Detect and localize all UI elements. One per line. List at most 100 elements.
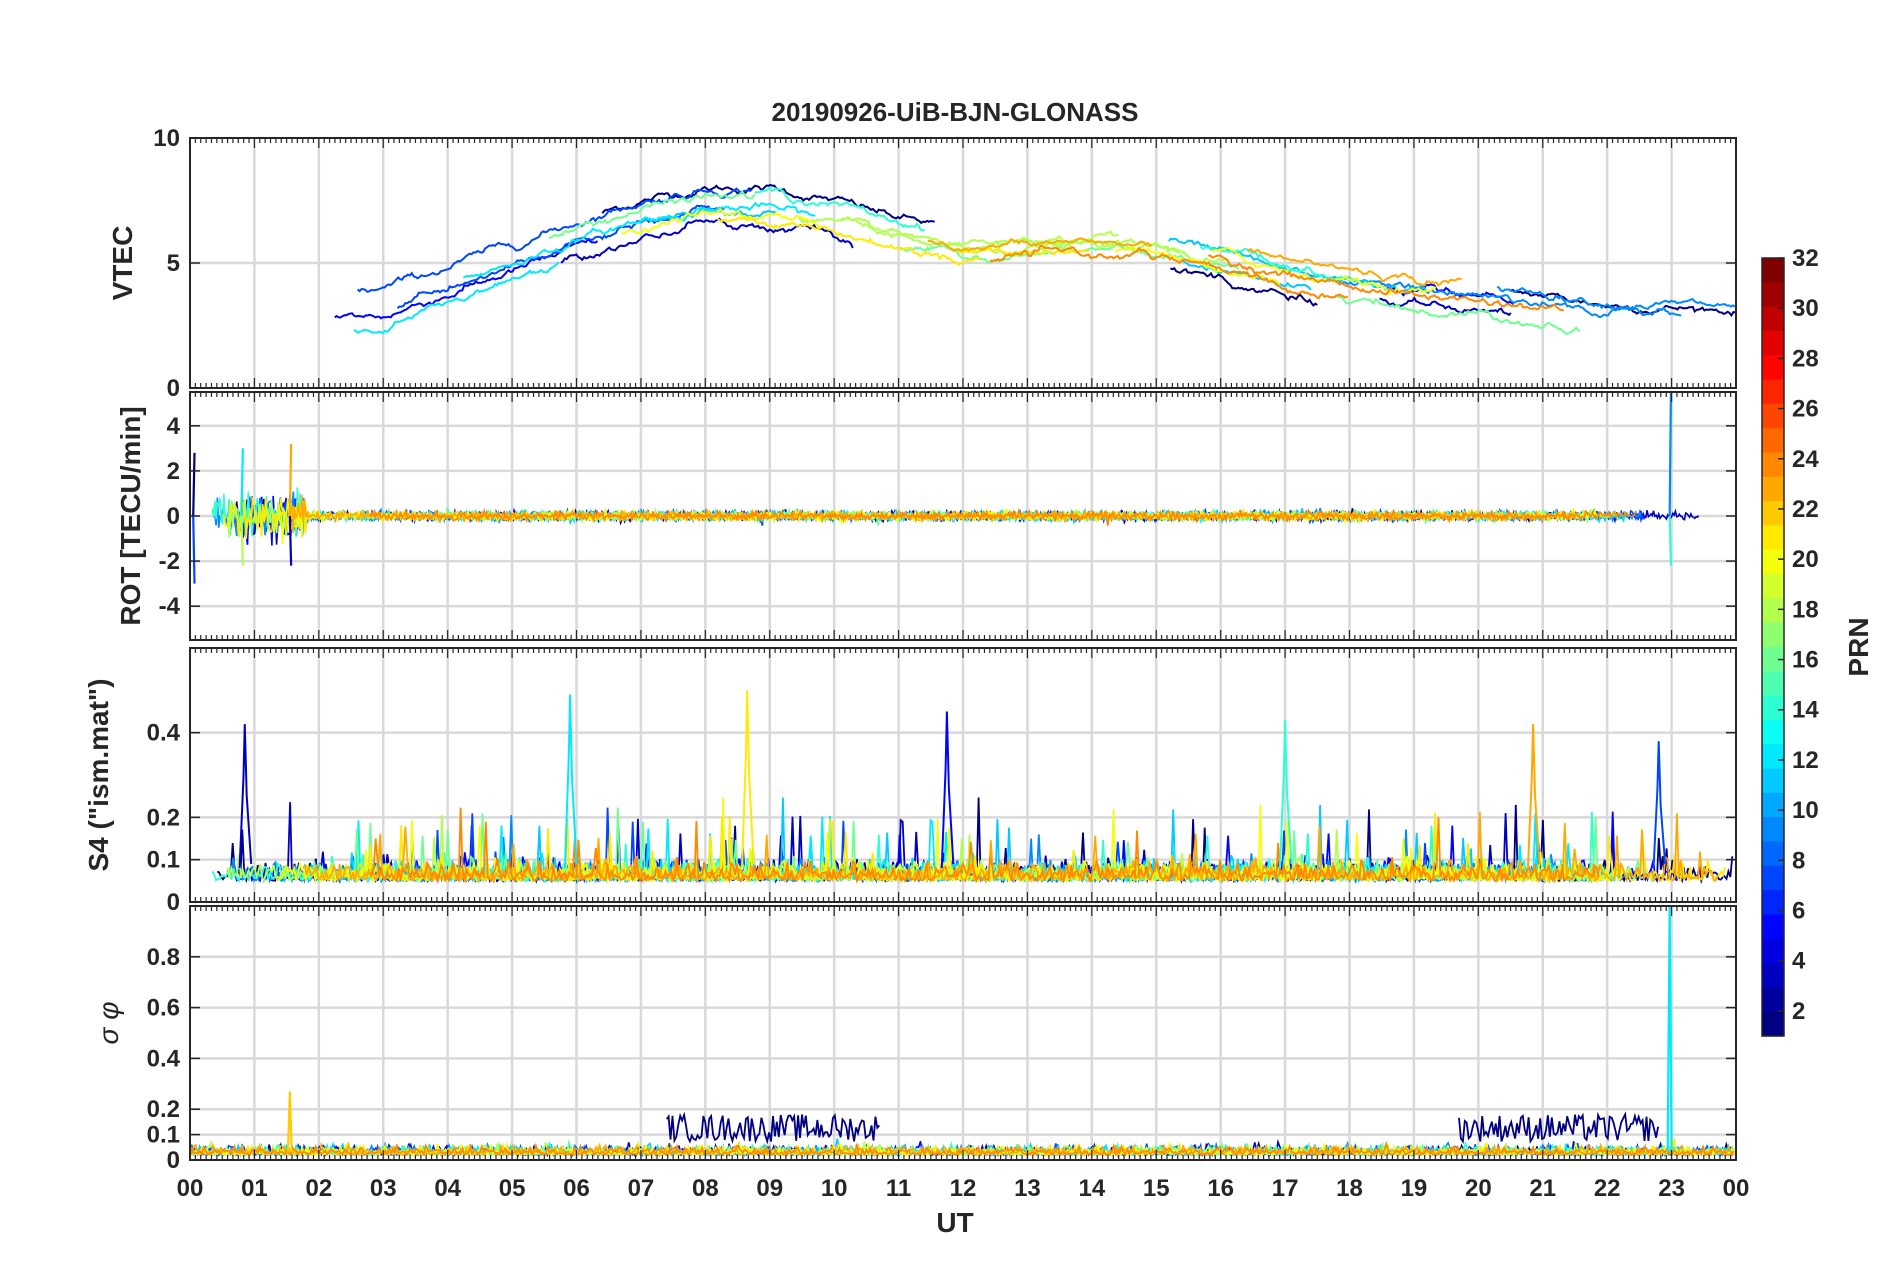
rot-peak-spike [240, 515, 244, 566]
sigma-peak-spike [1666, 906, 1673, 1153]
rot-peak-spike [240, 448, 244, 517]
colorbar-label: PRN [1843, 617, 1874, 676]
colorbar-segment [1762, 865, 1784, 891]
colorbar-segment [1762, 647, 1784, 672]
colorbar-segment [1762, 963, 1784, 988]
rot-peak-spike [1668, 392, 1673, 517]
colorbar-tick-label: 26 [1792, 396, 1819, 423]
y-tick-label: 0.2 [147, 1096, 180, 1123]
rot-peak-spike [192, 515, 196, 584]
panel-plot-area [192, 392, 1700, 584]
vtec-series-line [601, 183, 935, 225]
x-tick-label: 01 [241, 1175, 268, 1202]
x-tick-label: 17 [1272, 1175, 1299, 1202]
colorbar-tick-label: 18 [1792, 596, 1819, 623]
vtec-series-line [927, 237, 1153, 252]
x-tick-label: 08 [692, 1175, 719, 1202]
x-tick-label: 23 [1658, 1175, 1685, 1202]
colorbar-segment [1762, 598, 1784, 624]
colorbar-segment [1762, 330, 1784, 356]
panel-s4: 0 0.1 0.2 0.4 S4 ("ism.mat") [83, 647, 1737, 916]
s4-peak-event [238, 724, 253, 869]
vtec-series-line [1334, 294, 1581, 336]
colorbar-tick-label: 16 [1792, 647, 1819, 674]
s4-peak-event [1278, 719, 1293, 869]
x-tick-label: 13 [1014, 1175, 1041, 1202]
colorbar-segment [1762, 403, 1784, 429]
y-axis-label: S4 ("ism.mat") [83, 678, 114, 871]
vtec-series-line [1181, 259, 1312, 291]
colorbar-segment [1762, 306, 1784, 332]
rot-peak-spike [192, 452, 196, 517]
vtec-series-line [797, 216, 1226, 263]
vtec-series-line [957, 247, 1090, 256]
colorbar-segment [1762, 574, 1784, 599]
y-axis-label: VTEC [107, 226, 138, 301]
colorbar-segment [1762, 258, 1784, 283]
x-tick-label: 03 [370, 1175, 397, 1202]
colorbar-tick-label: 30 [1792, 295, 1819, 322]
x-tick-label: 16 [1207, 1175, 1234, 1202]
colorbar-segment [1762, 744, 1784, 770]
panel-sigma_phi: 00.10.2 0.4 0.6 0.8 σ φ [93, 905, 1737, 1174]
vtec-series-line [716, 216, 982, 266]
y-tick-label: 0.6 [147, 995, 180, 1022]
y-tick-label: 0.2 [147, 804, 180, 831]
rot-series-line [370, 507, 1637, 526]
colorbar-segment [1762, 525, 1784, 551]
s4-peak-event [940, 711, 955, 869]
y-tick-label: -4 [159, 593, 181, 620]
vtec-series-line [548, 190, 756, 239]
vtec-series-line [989, 244, 1349, 300]
colorbar-segment [1762, 695, 1784, 721]
colorbar-segment [1762, 282, 1784, 308]
y-tick-label: 2 [167, 458, 180, 485]
sigma-elevated-interval [665, 1111, 880, 1145]
x-tick-label: 00 [1723, 1175, 1750, 1202]
colorbar-segment [1762, 452, 1784, 478]
colorbar-tick-label: 20 [1792, 546, 1819, 573]
y-tick-label: 0 [167, 889, 180, 916]
s4-peak-event [1652, 741, 1667, 869]
colorbar-segment [1762, 671, 1784, 697]
y-tick-label: 0.8 [147, 944, 180, 971]
x-axis-label: UT [936, 1207, 973, 1238]
colorbar-segment [1762, 938, 1784, 964]
x-tick-label: 09 [756, 1175, 783, 1202]
colorbar-tick-label: 24 [1792, 446, 1819, 473]
colorbar-segment [1762, 355, 1784, 381]
vtec-series-line [1170, 267, 1318, 307]
colorbar-tick-label: 6 [1792, 898, 1805, 925]
vtec-series-line [1246, 248, 1462, 287]
vtec-series-line [353, 261, 560, 335]
colorbar-segment [1762, 379, 1784, 405]
vtec-series-line [462, 201, 816, 279]
y-tick-label: 5 [167, 250, 180, 277]
s4-peak-event [741, 690, 755, 869]
x-tick-label: 21 [1529, 1175, 1556, 1202]
colorbar-segment [1762, 428, 1784, 454]
colorbar-segment [1762, 987, 1784, 1013]
colorbar-segment [1762, 719, 1784, 745]
x-tick-label: 12 [950, 1175, 977, 1202]
y-axis-label: σ φ [93, 1002, 124, 1045]
colorbar-segment [1762, 549, 1784, 575]
vtec-series-line [356, 187, 753, 293]
x-tick-label: 15 [1143, 1175, 1170, 1202]
vtec-series-line [1208, 254, 1564, 312]
x-tick-label: 05 [499, 1175, 526, 1202]
colorbar-segment [1762, 622, 1784, 648]
colorbar-segment [1762, 817, 1784, 843]
y-tick-label: 10 [153, 125, 180, 152]
colorbar-segment [1762, 768, 1784, 794]
colorbar-tick-label: 14 [1792, 697, 1819, 724]
colorbar-segment [1762, 841, 1784, 867]
colorbar-segment [1762, 501, 1784, 527]
rot-peak-spike [288, 515, 293, 566]
rot-peak-spike [288, 443, 293, 517]
chart-title: 20190926-UiB-BJN-GLONASS [771, 97, 1138, 127]
colorbar-segment [1762, 1011, 1784, 1037]
x-tick-label: 19 [1401, 1175, 1428, 1202]
panel-plot-area [334, 183, 1736, 336]
